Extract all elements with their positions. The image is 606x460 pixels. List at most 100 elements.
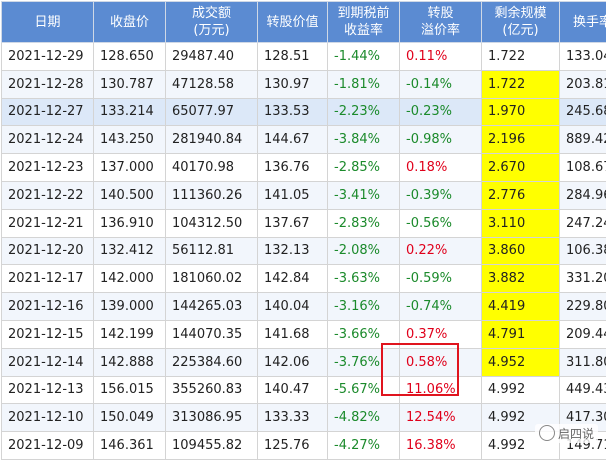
cell-date: 2021-12-13 <box>2 376 94 404</box>
cell-close: 142.000 <box>94 265 166 293</box>
cell-conv-value: 141.05 <box>258 181 328 209</box>
col-header-ytm[interactable]: 到期税前 收益率 <box>328 2 400 43</box>
cell-ytm: -1.44% <box>328 43 400 71</box>
watermark-text: 启四说 <box>558 427 594 441</box>
cell-date: 2021-12-10 <box>2 404 94 432</box>
cell-date: 2021-12-16 <box>2 293 94 321</box>
cell-turnover: 449.43% <box>560 376 606 404</box>
col-header-conv-value[interactable]: 转股价值 <box>258 2 328 43</box>
cell-turnover: 203.81% <box>560 70 606 98</box>
cell-conv-value: 141.68 <box>258 320 328 348</box>
cell-remaining: 2.196 <box>482 126 560 154</box>
cell-close: 142.888 <box>94 348 166 376</box>
cell-conv-value: 142.84 <box>258 265 328 293</box>
cell-amount: 65077.97 <box>166 98 258 126</box>
col-header-premium[interactable]: 转股 溢价率 <box>400 2 482 43</box>
cell-close: 136.910 <box>94 209 166 237</box>
cell-premium: -0.39% <box>400 181 482 209</box>
cell-date: 2021-12-14 <box>2 348 94 376</box>
cell-remaining: 3.860 <box>482 237 560 265</box>
cell-conv-value: 142.06 <box>258 348 328 376</box>
cell-ytm: -3.16% <box>328 293 400 321</box>
cell-premium: 11.06% <box>400 376 482 404</box>
cell-amount: 144265.03 <box>166 293 258 321</box>
cell-premium: 12.54% <box>400 404 482 432</box>
cell-remaining: 1.722 <box>482 43 560 71</box>
cell-close: 156.015 <box>94 376 166 404</box>
col-header-amount[interactable]: 成交额 (万元) <box>166 2 258 43</box>
cell-ytm: -4.27% <box>328 432 400 460</box>
cell-ytm: -3.66% <box>328 320 400 348</box>
col-header-turnover[interactable]: 换手率 <box>560 2 606 43</box>
cell-premium: 16.38% <box>400 432 482 460</box>
cell-turnover: 229.80% <box>560 293 606 321</box>
cell-conv-value: 140.47 <box>258 376 328 404</box>
cell-amount: 109455.82 <box>166 432 258 460</box>
cell-close: 130.787 <box>94 70 166 98</box>
cell-ytm: -3.63% <box>328 265 400 293</box>
cell-amount: 313086.95 <box>166 404 258 432</box>
cell-date: 2021-12-27 <box>2 98 94 126</box>
cell-premium: 0.58% <box>400 348 482 376</box>
col-header-remaining[interactable]: 剩余规模 (亿元) <box>482 2 560 43</box>
cell-close: 128.650 <box>94 43 166 71</box>
table-header: 日期 收盘价 成交额 (万元) 转股价值 到期税前 收益率 转股 溢价率 剩余规… <box>2 2 606 43</box>
cell-close: 150.049 <box>94 404 166 432</box>
cell-remaining: 4.992 <box>482 376 560 404</box>
cell-turnover: 331.20% <box>560 265 606 293</box>
cell-close: 146.361 <box>94 432 166 460</box>
cell-premium: -0.56% <box>400 209 482 237</box>
cell-premium: 0.37% <box>400 320 482 348</box>
cell-close: 140.500 <box>94 181 166 209</box>
cell-turnover: 106.38% <box>560 237 606 265</box>
cell-conv-value: 144.67 <box>258 126 328 154</box>
cell-remaining: 1.722 <box>482 70 560 98</box>
cell-remaining: 2.670 <box>482 154 560 182</box>
cell-amount: 225384.60 <box>166 348 258 376</box>
cell-close: 133.214 <box>94 98 166 126</box>
cell-remaining: 3.882 <box>482 265 560 293</box>
cell-amount: 104312.50 <box>166 209 258 237</box>
cell-amount: 144070.35 <box>166 320 258 348</box>
watermark: 启四说 <box>535 424 598 444</box>
cell-amount: 111360.26 <box>166 181 258 209</box>
cell-remaining: 4.791 <box>482 320 560 348</box>
cell-ytm: -2.08% <box>328 237 400 265</box>
cell-remaining: 4.419 <box>482 293 560 321</box>
cell-premium: -0.14% <box>400 70 482 98</box>
cell-ytm: -1.81% <box>328 70 400 98</box>
col-header-date[interactable]: 日期 <box>2 2 94 43</box>
cell-conv-value: 137.67 <box>258 209 328 237</box>
col-header-close[interactable]: 收盘价 <box>94 2 166 43</box>
cell-date: 2021-12-22 <box>2 181 94 209</box>
cell-turnover: 133.04% <box>560 43 606 71</box>
cell-conv-value: 128.51 <box>258 43 328 71</box>
cell-premium: -0.74% <box>400 293 482 321</box>
cell-date: 2021-12-15 <box>2 320 94 348</box>
cell-premium: 0.22% <box>400 237 482 265</box>
cell-date: 2021-12-21 <box>2 209 94 237</box>
cell-close: 137.000 <box>94 154 166 182</box>
cell-turnover: 247.24% <box>560 209 606 237</box>
cell-conv-value: 133.53 <box>258 98 328 126</box>
cell-remaining: 3.110 <box>482 209 560 237</box>
cell-close: 139.000 <box>94 293 166 321</box>
cell-turnover: 889.42% <box>560 126 606 154</box>
